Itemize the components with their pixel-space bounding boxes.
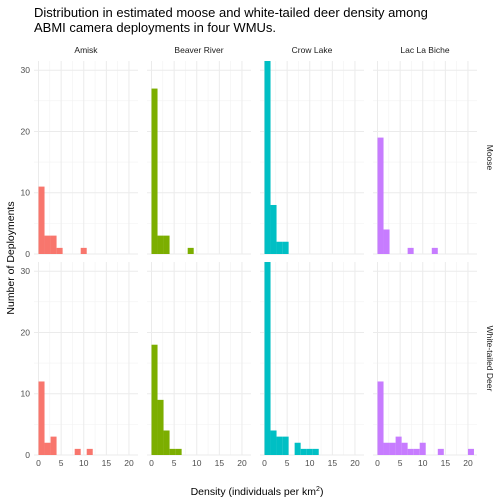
histogram-bar xyxy=(74,448,81,455)
y-tick-label: 0 xyxy=(25,249,30,259)
histogram-bar xyxy=(270,204,277,254)
histogram-bar xyxy=(419,442,426,455)
histogram-bar xyxy=(175,448,182,455)
histogram-bar xyxy=(282,241,289,254)
histogram-bar xyxy=(437,448,444,455)
y-axis-label: Number of Deployments xyxy=(5,201,17,314)
histogram-bar xyxy=(395,436,402,455)
histogram-bar xyxy=(169,448,176,455)
histogram-bar xyxy=(312,448,319,455)
histogram-bar xyxy=(187,247,194,254)
panel-moose-amisk xyxy=(34,61,138,255)
x-tick-label: 0 xyxy=(36,458,41,468)
y-tick-label: 20 xyxy=(21,126,31,136)
y-tick-label: 0 xyxy=(25,450,30,460)
panel-white-tailed-deer-amisk xyxy=(34,262,138,456)
strip-label-moose: Moose xyxy=(485,145,495,171)
x-tick-label: 0 xyxy=(375,458,380,468)
histogram-bar xyxy=(413,448,420,455)
x-axis-label: Density (individuals per km2) xyxy=(191,486,324,498)
chart-title: Distribution in estimated moose and whit… xyxy=(34,5,428,35)
histogram-bar xyxy=(276,436,283,455)
histogram-bar xyxy=(389,442,396,455)
histogram-bar xyxy=(383,229,390,254)
x-axis-label-text: Density (individuals per km xyxy=(191,486,317,498)
x-tick-label: 20 xyxy=(237,458,247,468)
y-tick-label: 10 xyxy=(21,188,31,198)
histogram-bar xyxy=(86,448,93,455)
y-tick-label: 30 xyxy=(21,266,31,276)
panel-white-tailed-deer-beaver-river xyxy=(147,262,251,456)
histogram-bar xyxy=(300,448,307,455)
histogram-bar xyxy=(276,241,283,254)
x-tick-label: 5 xyxy=(285,458,290,468)
y-tick-label: 10 xyxy=(21,389,31,399)
x-tick-label: 20 xyxy=(124,458,134,468)
x-tick-label: 10 xyxy=(305,458,315,468)
x-tick-label: 10 xyxy=(79,458,89,468)
histogram-bar xyxy=(467,448,474,455)
histogram-bar xyxy=(377,381,384,455)
x-axis-label-sup: 2 xyxy=(316,486,320,493)
strip-label-amisk: Amisk xyxy=(74,45,98,55)
x-tick-label: 10 xyxy=(418,458,428,468)
x-axis-label-end: ) xyxy=(320,486,324,498)
x-tick-label: 10 xyxy=(192,458,202,468)
histogram-bar xyxy=(163,235,170,254)
histogram-bar xyxy=(282,436,289,455)
panel-moose-crow-lake xyxy=(260,61,364,255)
histogram-bar xyxy=(377,137,384,254)
histogram-bar xyxy=(270,430,277,455)
histogram-bar xyxy=(264,61,271,254)
y-tick-label: 30 xyxy=(21,65,31,75)
histogram-bar xyxy=(50,436,57,455)
histogram-bar xyxy=(38,381,45,455)
histogram-bar xyxy=(44,442,51,455)
y-tick-label: 20 xyxy=(21,327,31,337)
chart-title-line-1: Distribution in estimated moose and whit… xyxy=(34,5,428,20)
x-tick-label: 0 xyxy=(262,458,267,468)
histogram-bar xyxy=(306,448,313,455)
histogram-bar xyxy=(50,235,57,254)
histogram-bar xyxy=(401,442,408,455)
histogram-bar xyxy=(163,430,170,455)
histogram-bar xyxy=(407,247,414,254)
x-tick-label: 0 xyxy=(149,458,154,468)
panel-moose-lac-la-biche xyxy=(373,61,477,255)
x-tick-label: 15 xyxy=(328,458,338,468)
x-tick-label: 20 xyxy=(350,458,360,468)
histogram-bar xyxy=(56,247,63,254)
x-tick-label: 15 xyxy=(441,458,451,468)
histogram-bar xyxy=(407,448,414,455)
panel-white-tailed-deer-lac-la-biche xyxy=(373,262,477,456)
strip-label-crow-lake: Crow Lake xyxy=(292,45,333,55)
chart-title-line-2: ABMI camera deployments in four WMUs. xyxy=(34,20,277,35)
histogram-bar xyxy=(44,235,51,254)
strip-label-beaver-river: Beaver River xyxy=(174,45,223,55)
x-tick-label: 20 xyxy=(463,458,473,468)
histogram-bar xyxy=(151,344,158,455)
histogram-bar xyxy=(264,262,271,455)
histogram-bar xyxy=(431,247,438,254)
histogram-bar xyxy=(383,442,390,455)
x-tick-label: 15 xyxy=(102,458,112,468)
histogram-bar xyxy=(38,186,45,254)
histogram-bar xyxy=(80,247,87,254)
x-tick-label: 5 xyxy=(172,458,177,468)
histogram-bar xyxy=(157,399,164,455)
histogram-bar xyxy=(151,88,158,254)
x-tick-label: 15 xyxy=(215,458,225,468)
panel-white-tailed-deer-crow-lake xyxy=(260,262,364,456)
x-tick-label: 5 xyxy=(59,458,64,468)
x-tick-label: 5 xyxy=(398,458,403,468)
panel-moose-beaver-river xyxy=(147,61,251,255)
histogram-bar xyxy=(294,442,301,455)
strip-label-lac-la-biche: Lac La Biche xyxy=(400,45,449,55)
strip-label-white-tailed-deer: White-tailed Deer xyxy=(485,326,495,392)
histogram-bar xyxy=(157,235,164,254)
